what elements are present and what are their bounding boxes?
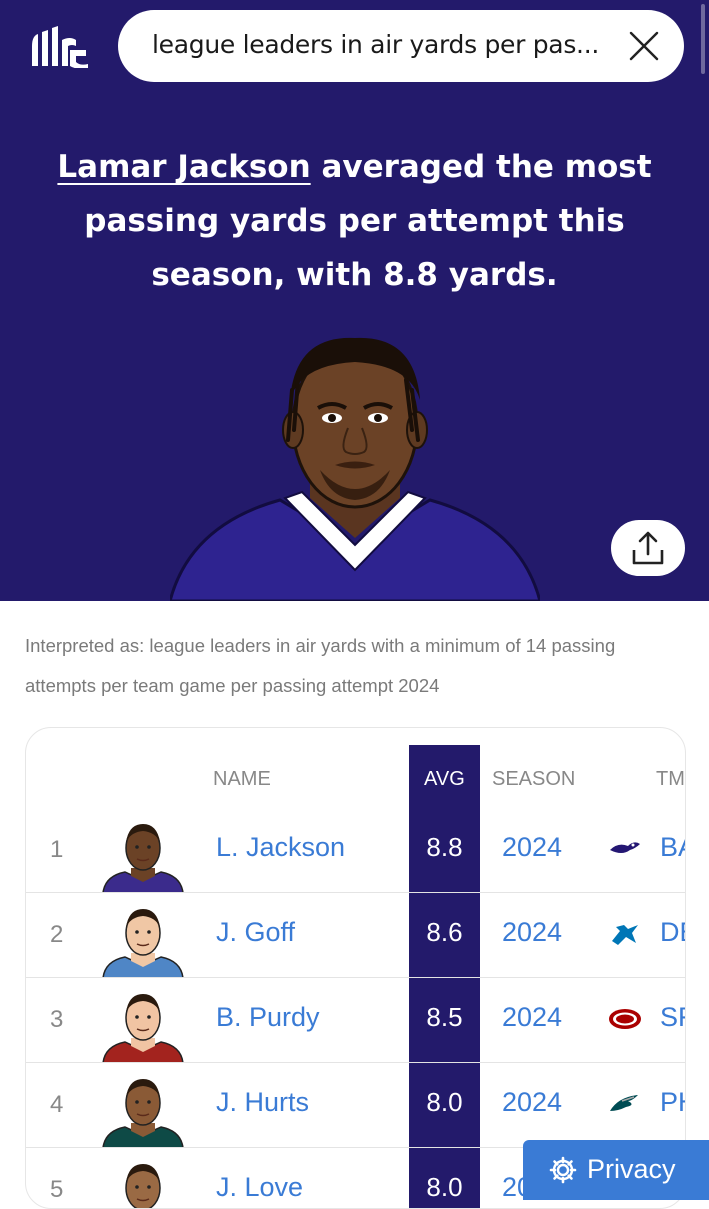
player-name-link[interactable]: J. Love	[216, 1172, 304, 1202]
search-bar[interactable]: league leaders in air yards per pas...	[118, 10, 684, 82]
leaders-table: NAME AVG SEASON TM 1 L. Jackson 8.8 2024 BAL…	[25, 727, 686, 1209]
player-avatar	[102, 824, 184, 893]
table-row[interactable]: 1 L. Jackson 8.8 2024 BAL	[26, 808, 685, 893]
header-avg[interactable]: AVG	[424, 768, 465, 790]
player-link[interactable]: Lamar Jackson	[57, 149, 311, 185]
team-link[interactable]: PHI	[660, 1087, 685, 1117]
season-link[interactable]: 2024	[502, 1002, 563, 1032]
table-row[interactable]: 2 J. Goff 8.6 2024 DET	[26, 893, 685, 978]
player-portrait	[170, 337, 540, 601]
team-logo-icon	[609, 1009, 641, 1029]
player-name-link[interactable]: J. Goff	[216, 917, 296, 947]
player-avatar	[125, 1164, 161, 1208]
scrollbar[interactable]	[701, 4, 705, 74]
avg-value: 8.0	[426, 1172, 463, 1202]
team-logo-icon	[612, 925, 638, 945]
headline-text: averaged the most passing yards per atte…	[84, 149, 652, 293]
avg-value: 8.0	[426, 1087, 463, 1117]
interpretation-text: Interpreted as: league leaders in air ya…	[25, 635, 616, 696]
player-name-link[interactable]: B. Purdy	[216, 1002, 320, 1032]
search-input[interactable]: league leaders in air yards per pas...	[152, 30, 599, 59]
row-divider	[26, 1062, 685, 1063]
table-row[interactable]: 4 J. Hurts 8.0 2024 PHI	[26, 1063, 685, 1148]
table-row[interactable]: 3 B. Purdy 8.5 2024 SF	[26, 978, 685, 1063]
rank-number: 4	[50, 1091, 64, 1118]
header-team[interactable]: TM	[656, 768, 685, 790]
answer-headline: Lamar Jackson averaged the most passing …	[20, 140, 689, 302]
hero-banner: league leaders in air yards per pas... L…	[0, 0, 709, 601]
rank-number: 2	[50, 921, 64, 948]
rank-number: 3	[50, 1006, 64, 1033]
privacy-label: Privacy	[587, 1154, 676, 1184]
header-season[interactable]: SEASON	[492, 768, 576, 790]
rank-number: 1	[50, 836, 64, 863]
avg-column-highlight	[409, 745, 480, 1208]
player-avatar	[102, 994, 184, 1063]
privacy-button[interactable]: Privacy	[523, 1140, 709, 1200]
player-name-link[interactable]: L. Jackson	[216, 832, 346, 862]
row-divider	[26, 1147, 685, 1148]
close-icon[interactable]	[628, 30, 660, 62]
team-logo-icon	[610, 1095, 638, 1111]
season-link[interactable]: 2024	[502, 1087, 563, 1117]
team-logo-icon	[610, 842, 640, 853]
row-divider	[26, 977, 685, 978]
statmuse-logo-icon[interactable]	[30, 26, 90, 68]
team-link[interactable]: BAL	[660, 832, 685, 862]
season-link[interactable]: 2024	[502, 917, 563, 947]
season-link[interactable]: 2024	[502, 832, 563, 862]
player-avatar	[102, 1079, 184, 1148]
player-name-link[interactable]: J. Hurts	[216, 1087, 310, 1117]
header-name[interactable]: NAME	[213, 768, 271, 790]
rank-number: 5	[50, 1176, 64, 1203]
team-link[interactable]: DET	[660, 917, 685, 947]
avg-value: 8.8	[426, 832, 463, 862]
avg-value: 8.6	[426, 917, 463, 947]
gear-icon	[549, 1156, 577, 1184]
share-button[interactable]	[611, 520, 685, 576]
row-divider	[26, 892, 685, 893]
avg-value: 8.5	[426, 1002, 463, 1032]
share-icon	[632, 531, 664, 565]
player-avatar	[102, 909, 184, 978]
team-link[interactable]: SF	[660, 1002, 685, 1032]
